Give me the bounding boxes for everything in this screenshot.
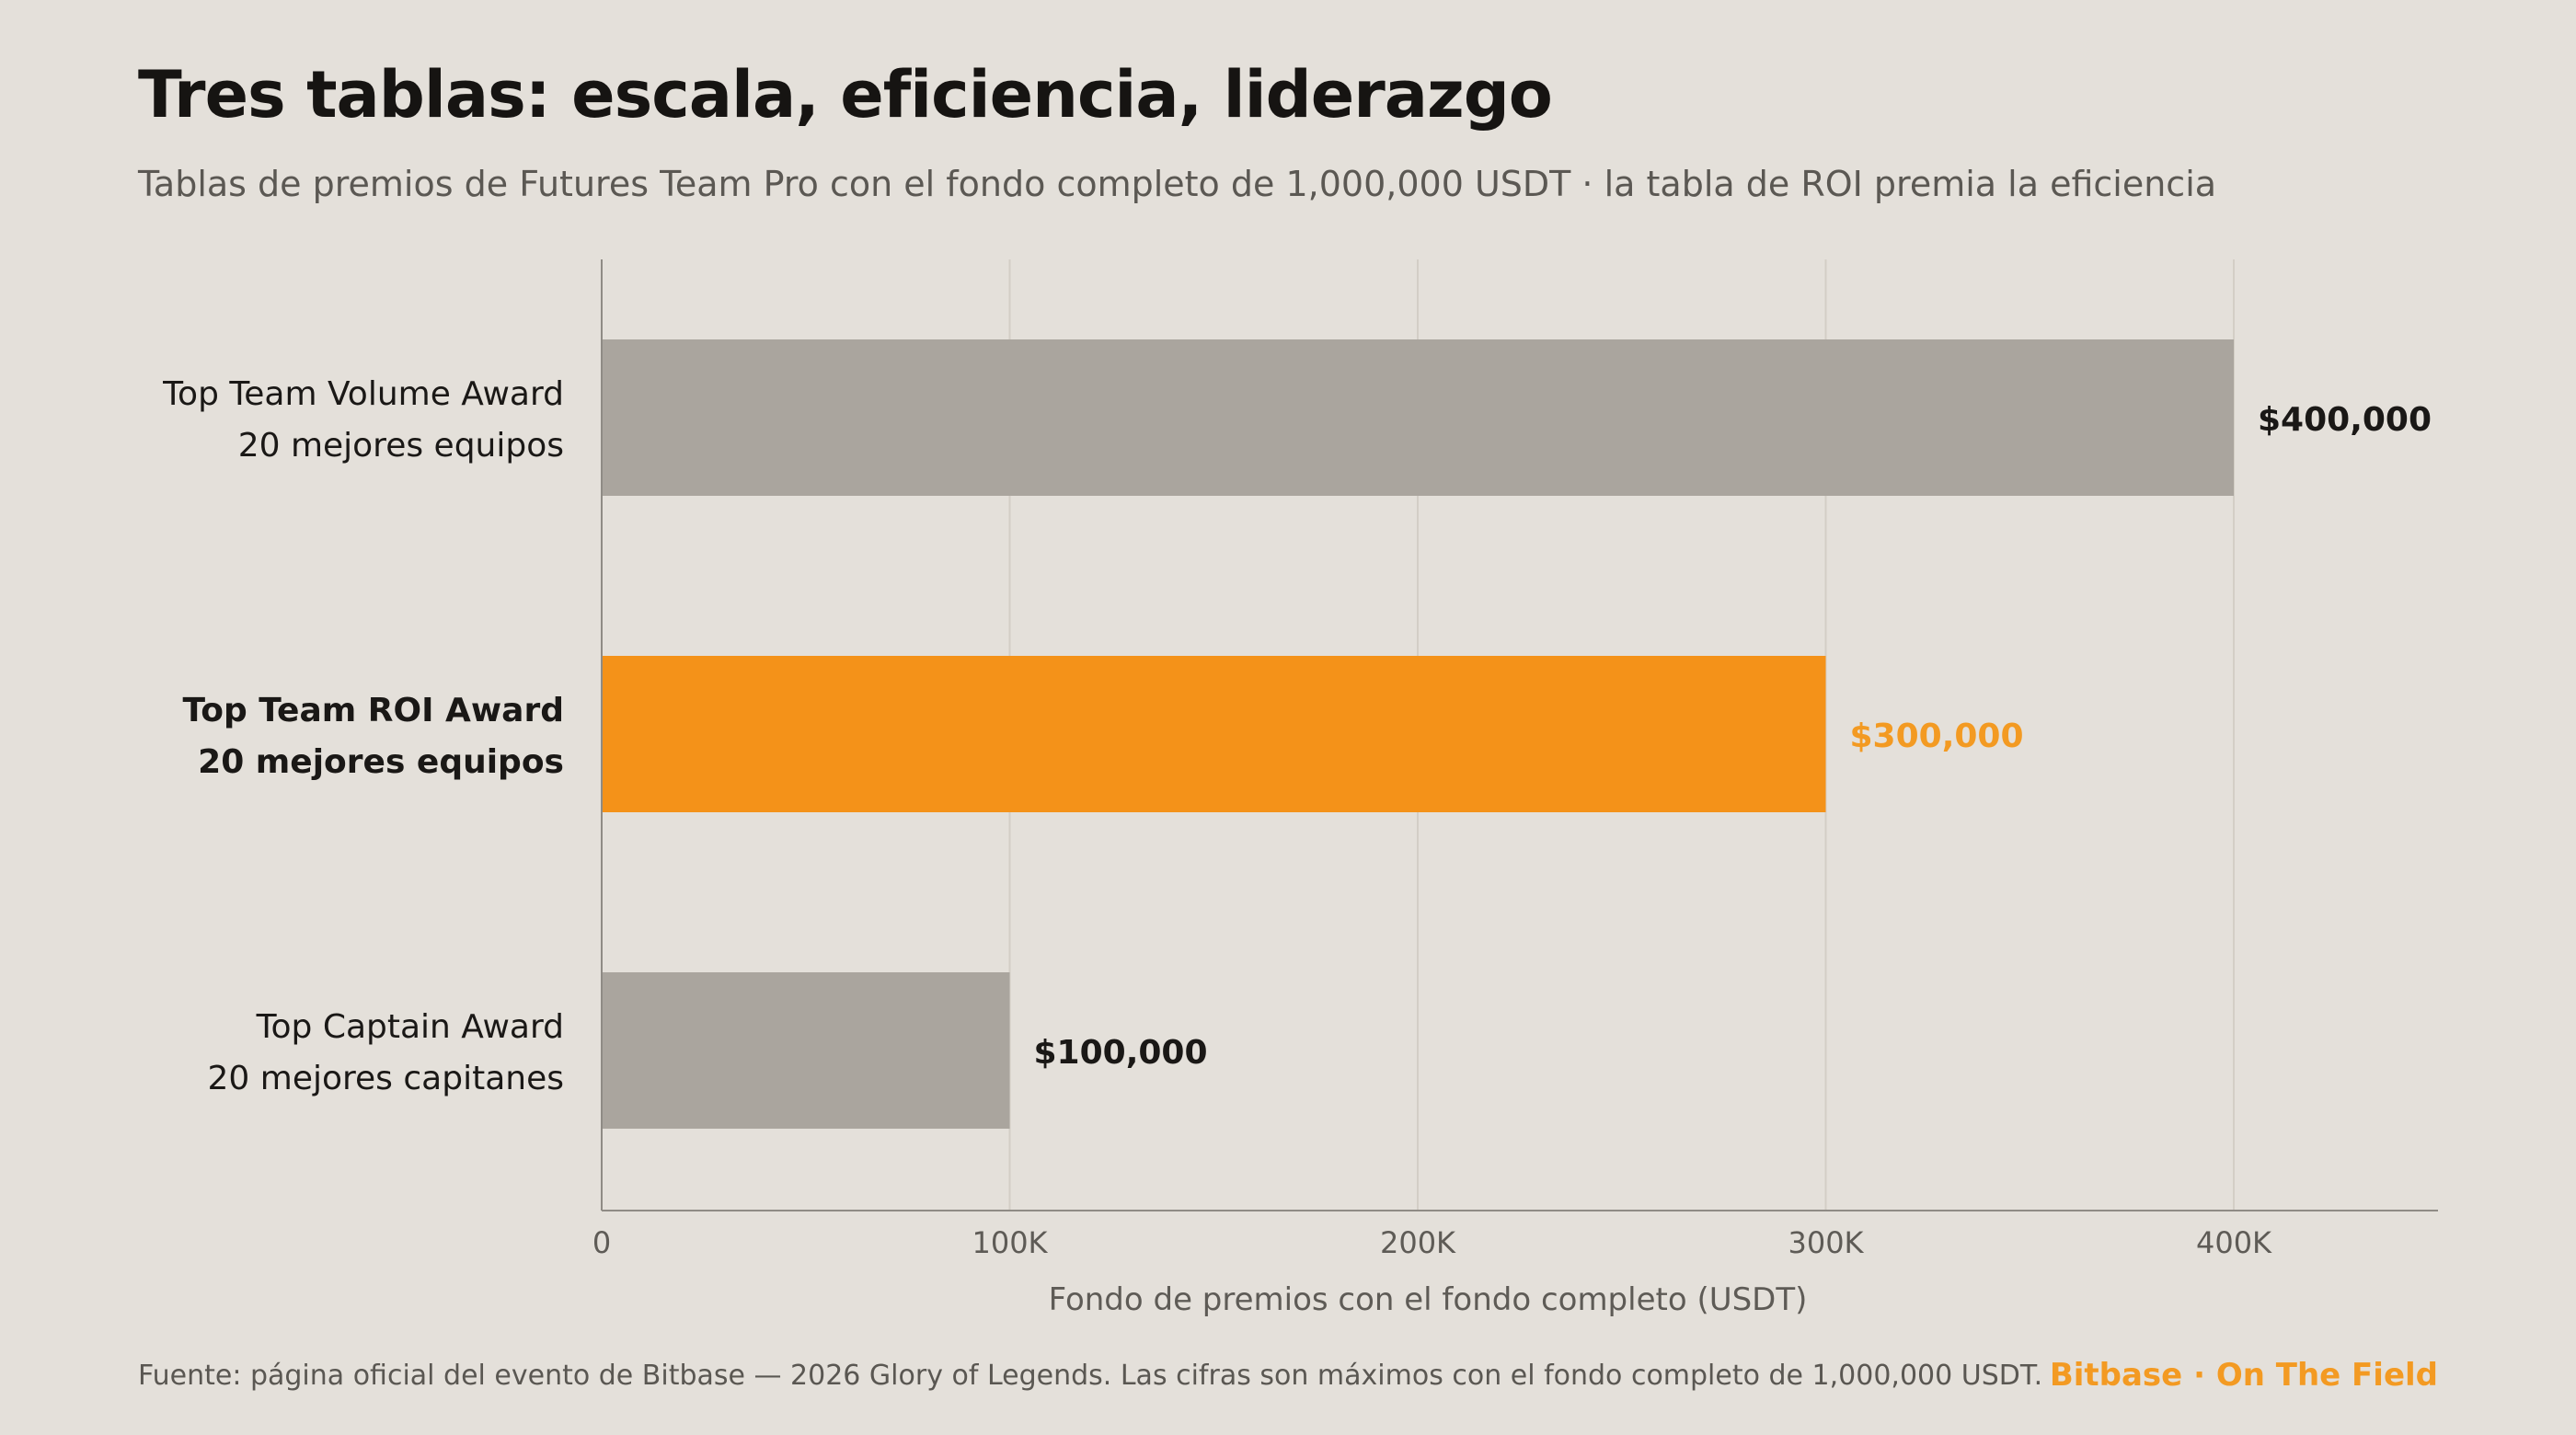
x-tick-label-4: 400K [2196, 1225, 2272, 1260]
bar-1 [602, 656, 1826, 812]
chart-subtitle: Tablas de premios de Futures Team Pro co… [138, 164, 2217, 204]
category-label-2: Top Captain Award [256, 1008, 564, 1046]
x-axis-title: Fondo de premios con el fondo completo (… [1049, 1281, 1808, 1318]
value-label-2: $100,000 [1034, 1034, 1208, 1072]
x-tick-label-3: 300K [1788, 1225, 1864, 1260]
category-sublabel-1: 20 mejores equipos [198, 743, 564, 781]
x-tick-label-2: 200K [1380, 1225, 1456, 1260]
brand-label: Bitbase · On The Field [2049, 1357, 2438, 1394]
bar-2 [602, 972, 1010, 1129]
source-note: Fuente: página oficial del evento de Bit… [138, 1360, 2043, 1392]
category-label-0: Top Team Volume Award [162, 375, 564, 413]
value-label-0: $400,000 [2258, 401, 2432, 439]
x-tick-label-0: 0 [592, 1225, 611, 1260]
bar-0 [602, 339, 2234, 496]
chart-title: Tres tablas: escala, eficiencia, lideraz… [138, 57, 1553, 132]
x-tick-label-1: 100K [972, 1225, 1048, 1260]
value-label-1: $300,000 [1850, 718, 2024, 755]
category-label-1: Top Team ROI Award [182, 692, 564, 729]
category-sublabel-2: 20 mejores capitanes [208, 1060, 564, 1097]
category-sublabel-0: 20 mejores equipos [238, 427, 564, 465]
